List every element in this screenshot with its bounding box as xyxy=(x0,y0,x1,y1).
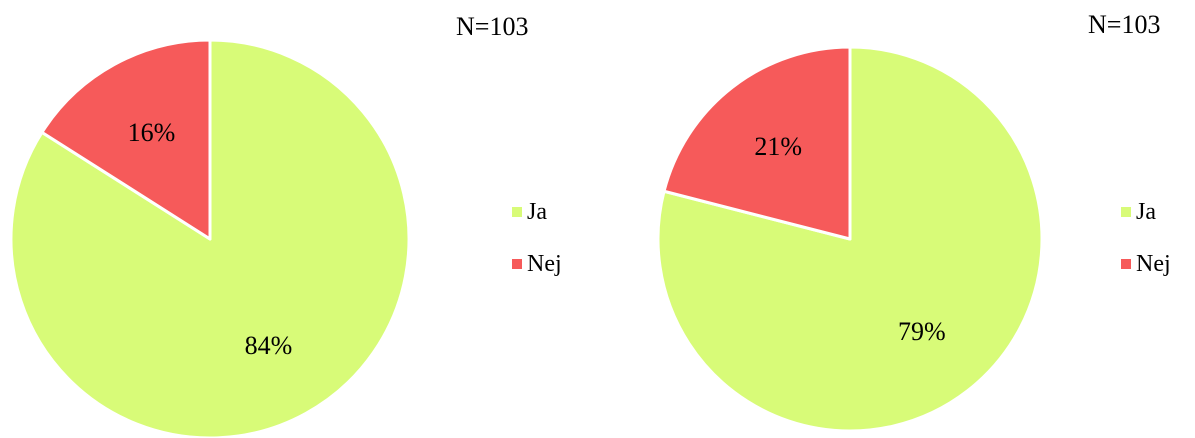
sample-size-label: N=103 xyxy=(1088,10,1161,39)
legend-label-ja: Ja xyxy=(527,199,547,225)
pie-slice-ja xyxy=(656,45,1044,433)
legend-label-ja: Ja xyxy=(1136,199,1156,225)
pie-left-plot: 84% 16% xyxy=(9,38,411,438)
slice-value-label-nej: 21% xyxy=(754,132,802,161)
legend: Ja Nej xyxy=(1121,200,1171,304)
slice-value-label-nej: 16% xyxy=(128,118,176,147)
legend-swatch-nej xyxy=(1121,259,1131,269)
legend-label-nej: Nej xyxy=(527,251,562,277)
legend-item-nej: Nej xyxy=(512,252,562,278)
legend-item-ja: Ja xyxy=(512,200,562,226)
pie-right-plot: 79% 21% xyxy=(656,45,1044,433)
legend-item-ja: Ja xyxy=(1121,200,1171,226)
legend: Ja Nej xyxy=(512,200,562,304)
slice-value-label-ja: 79% xyxy=(898,317,946,346)
sample-size-label: N=103 xyxy=(456,12,529,41)
pie-slice-nej xyxy=(40,38,212,241)
legend-swatch-ja xyxy=(1121,207,1131,217)
slice-value-label-ja: 84% xyxy=(245,331,293,360)
legend-swatch-ja xyxy=(512,207,522,217)
legend-swatch-nej xyxy=(512,259,522,269)
pie-chart-right: 79% 21% N=103 Ja Nej xyxy=(640,0,1195,438)
pie-slice-nej xyxy=(662,45,852,241)
legend-item-nej: Nej xyxy=(1121,252,1171,278)
legend-label-nej: Nej xyxy=(1136,251,1171,277)
pie-chart-left: 84% 16% N=103 Ja Nej xyxy=(9,12,562,438)
